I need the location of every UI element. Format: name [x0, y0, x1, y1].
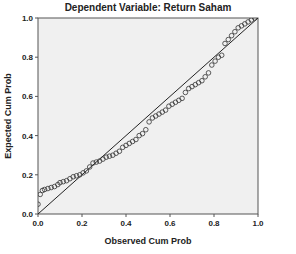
chart: Dependent Variable: Return Saham 0.0 0.2 0.… — [0, 0, 296, 254]
point — [249, 18, 254, 22]
point — [87, 165, 92, 170]
y-tick — [35, 57, 38, 58]
point — [183, 90, 188, 95]
y-tick — [35, 174, 38, 175]
point — [180, 96, 185, 101]
y-tick — [35, 96, 38, 97]
point — [233, 29, 238, 34]
point — [147, 120, 152, 125]
y-tick-label: 0.0 — [22, 210, 34, 219]
title: Dependent Variable: Return Saham — [65, 2, 232, 13]
plot-area — [38, 18, 258, 214]
x-tick — [258, 214, 259, 217]
x-tick-label: 0.2 — [76, 219, 88, 228]
point — [144, 127, 149, 132]
y-axis-label: Expected Cum Prob — [3, 73, 13, 159]
point — [38, 202, 40, 207]
point — [200, 78, 205, 83]
y-tick — [35, 18, 38, 19]
y-tick — [35, 135, 38, 136]
y-tick-label: 1.0 — [22, 14, 34, 23]
y-tick-label: 0.4 — [22, 132, 34, 141]
y-tick-label: 0.2 — [22, 171, 34, 180]
point — [219, 53, 224, 58]
x-tick — [126, 214, 127, 217]
x-tick-label: 0.8 — [208, 219, 220, 228]
point — [134, 137, 139, 142]
x-tick-label: 0.6 — [164, 219, 176, 228]
y-tick-label: 0.8 — [22, 53, 34, 62]
reference-line — [38, 18, 258, 214]
point — [210, 63, 215, 68]
x-tick — [170, 214, 171, 217]
point — [223, 41, 228, 46]
x-tick-label: 1.0 — [252, 219, 264, 228]
point — [206, 71, 211, 76]
point — [140, 131, 145, 136]
background — [0, 0, 296, 254]
y-tick — [35, 214, 38, 215]
x-tick-label: 0.0 — [32, 219, 44, 228]
point — [163, 108, 168, 113]
x-tick — [214, 214, 215, 217]
plot-marks — [38, 18, 258, 214]
point — [213, 59, 218, 64]
point — [84, 169, 89, 174]
x-tick — [82, 214, 83, 217]
y-tick-label: 0.6 — [22, 92, 34, 101]
point — [203, 75, 208, 80]
point — [117, 149, 122, 154]
x-axis-label: Observed Cum Prob — [104, 236, 192, 246]
x-tick-label: 0.4 — [120, 219, 132, 228]
point — [252, 18, 257, 20]
point — [229, 33, 234, 38]
point — [226, 37, 231, 42]
